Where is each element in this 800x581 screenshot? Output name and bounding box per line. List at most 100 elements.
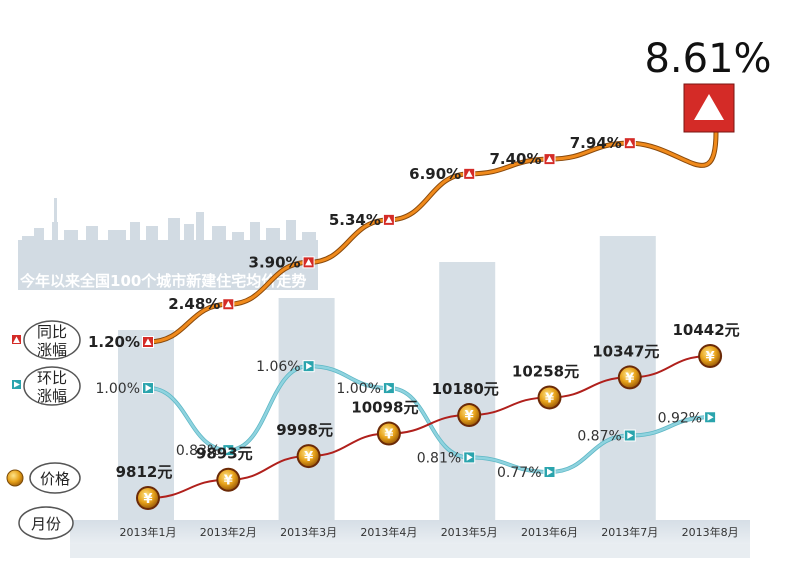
teal-right-triangle-icon: [466, 453, 473, 461]
red-up-triangle-icon: [546, 155, 553, 163]
legend-month: 月份: [18, 506, 74, 540]
price-value-label: 9998元: [276, 421, 333, 439]
legend-price-label: 价格: [40, 470, 70, 488]
yoy-value-label: 7.94%: [570, 134, 622, 152]
mom-value-label: 1.00%: [336, 381, 380, 397]
series-marks: ¥ ¥ ¥ ¥ ¥ ¥ ¥ ¥: [136, 83, 735, 510]
red-up-triangle-icon: [626, 139, 634, 147]
yoy-point: [463, 167, 476, 180]
price-point: ¥: [216, 467, 241, 492]
legend-price-bubble: [29, 462, 81, 494]
month-tick-label: 2013年3月: [280, 525, 337, 539]
yoy-point: [302, 256, 315, 269]
yoy-point: [142, 336, 154, 348]
yoy-point: [382, 213, 395, 226]
price-point: ¥: [136, 486, 160, 510]
month-tick-label: 2013年4月: [360, 525, 417, 539]
legend-yoy-bubble: [23, 320, 81, 360]
month-tick-label: 2013年5月: [441, 525, 498, 539]
mom-value-label: 0.83%: [176, 443, 220, 459]
chart-subtitle: 今年以来全国100个城市新建住宅均价走势: [19, 272, 306, 290]
mom-point: [623, 429, 636, 442]
mom-value-label: 1.00%: [96, 381, 140, 397]
red-up-triangle-icon: [385, 216, 393, 223]
yuan-coin-icon: [459, 405, 480, 426]
yuan-coin-icon: [6, 469, 24, 487]
mom-point: [543, 466, 556, 478]
price-point: ¥: [537, 385, 562, 410]
yuan-symbol: ¥: [224, 474, 233, 489]
yuan-symbol: ¥: [706, 350, 715, 365]
yuan-coin-icon: [539, 387, 560, 408]
yoy-value-label: 1.20%: [88, 333, 140, 351]
teal-right-triangle-icon: [145, 384, 152, 392]
price-value-label: 10180元: [432, 380, 499, 398]
legend-mom-icon-mark: [14, 381, 20, 388]
legend-yoy-line2: 涨幅: [37, 341, 67, 359]
price-value-label: 10442元: [673, 321, 740, 339]
yoy-value-label: 6.90%: [409, 165, 461, 183]
legend-yoy: 同比 涨幅: [12, 320, 81, 360]
mom-point: [222, 444, 235, 457]
price-point: ¥: [457, 403, 482, 428]
month-tick-label: 2013年6月: [521, 525, 578, 539]
month-band-bg: [70, 520, 750, 544]
yoy-value-label: 5.34%: [329, 211, 381, 229]
legend-month-bubble: [18, 506, 74, 540]
price-value-label: 10258元: [512, 362, 579, 380]
month-tick-label: 2013年1月: [120, 525, 177, 539]
legend-mom: 环比 涨幅: [12, 366, 81, 406]
price-value-label: 10098元: [351, 399, 418, 417]
red-up-triangle-icon: [144, 338, 152, 345]
month-axis-band: 2013年1月 2013年2月 2013年3月 2013年4月 2013年5月 2013年…: [70, 520, 750, 558]
teal-right-triangle-icon: [306, 362, 313, 370]
yuan-symbol: ¥: [545, 391, 554, 406]
yoy-value-label: 7.40%: [489, 150, 541, 168]
month-band-shadow: [70, 544, 750, 558]
legend-mom-bubble: [23, 366, 81, 406]
yoy-point: [623, 137, 636, 150]
month-column: [439, 262, 496, 520]
price-value-label: 10347元: [592, 342, 659, 360]
legend-mom-line2: 涨幅: [37, 387, 67, 405]
yuan-symbol: ¥: [384, 428, 393, 443]
yuan-coin-icon: [218, 469, 239, 490]
mom-value-label: 0.87%: [577, 429, 621, 445]
price-value-label: 9812元: [116, 463, 173, 481]
yoy-value-label: 3.90%: [249, 253, 301, 271]
yuan-coin-icon: [619, 367, 640, 388]
mom-point: [704, 411, 717, 424]
legend: 同比 涨幅 环比 涨幅 价格 月份: [6, 320, 81, 540]
yoy-point: [543, 153, 556, 166]
legend-yoy-line1: 同比: [37, 323, 67, 341]
mom-value-label: 1.06%: [256, 359, 300, 375]
city-skyline-backdrop: [18, 198, 318, 290]
red-up-triangle-icon: [224, 300, 232, 308]
yoy-point: [222, 298, 235, 311]
month-tick-label: 2013年7月: [601, 525, 658, 539]
mom-point: [302, 360, 315, 373]
teal-right-triangle-icon: [386, 384, 393, 392]
yoy-point: [683, 83, 735, 133]
legend-yoy-icon-mark: [13, 336, 20, 343]
price-point: ¥: [617, 365, 642, 390]
yuan-symbol: ¥: [625, 371, 634, 386]
yuan-symbol: ¥: [143, 492, 152, 507]
yuan-coin-icon: [700, 345, 721, 366]
red-up-triangle-icon: [305, 258, 313, 266]
price-value-label: 9893元: [196, 445, 253, 463]
mom-point: [463, 451, 476, 464]
month-tick-label: 2013年8月: [682, 525, 739, 539]
mom-point: [142, 382, 154, 395]
yuan-coin-icon: [298, 446, 319, 467]
yuan-coin-icon: [378, 423, 399, 444]
yuan-coin-icon: [138, 488, 158, 508]
teal-right-triangle-icon: [547, 468, 553, 476]
mom-point: [382, 382, 395, 395]
month-tick-label: 2013年2月: [200, 525, 257, 539]
mom-value-label: 0.81%: [417, 450, 461, 466]
teal-right-triangle-icon: [707, 413, 714, 421]
price-point: ¥: [296, 444, 321, 469]
